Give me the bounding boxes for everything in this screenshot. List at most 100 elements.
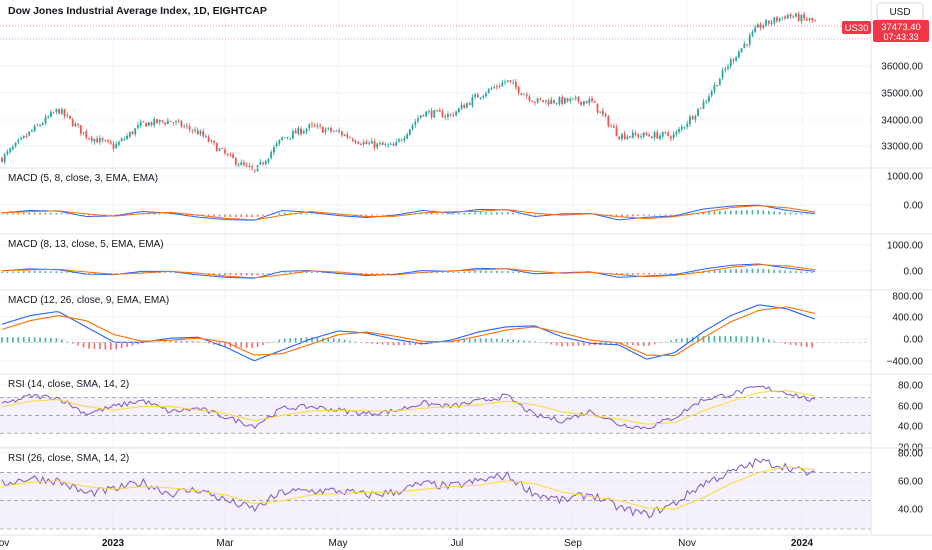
candle-body (131, 131, 134, 135)
candle-body (493, 86, 496, 88)
candle-body (664, 131, 667, 133)
candle-body (732, 59, 735, 61)
price-tick-label: 34000.00 (881, 116, 923, 127)
macd-fast-hist-bar (387, 214, 389, 216)
macd-slow-hist-bar (88, 342, 90, 349)
macd-mid-hist-bar (398, 273, 400, 274)
last-price: 37473.40 (881, 22, 921, 33)
candle-body (259, 161, 262, 165)
candle-body (126, 135, 128, 139)
candle-body (63, 109, 66, 116)
macd-fast-hist-bar (490, 212, 493, 215)
candle-body (368, 143, 370, 145)
macd-fast-hist-bar (289, 212, 292, 215)
candle-body (762, 25, 765, 28)
candle-body (120, 138, 123, 142)
candle-body (172, 122, 175, 124)
candle-body (626, 136, 629, 140)
macd-mid-hist-bar (479, 270, 482, 273)
candle-body (300, 128, 302, 135)
candle-body (743, 44, 746, 48)
macd-mid-hist-bar (175, 272, 177, 274)
macd-slow-hist-bar (109, 342, 112, 350)
macd-mid-hist-bar (120, 273, 123, 274)
candle-body (792, 16, 795, 18)
x-label-4: Jul (451, 538, 464, 549)
macd-mid-hist-bar (251, 273, 253, 276)
price-tick-label: 60.00 (898, 402, 923, 413)
currency-label[interactable]: USD (889, 7, 910, 18)
price-axis[interactable]: 36000.00 35000.00 34000.00 33000.00 1000.00 0… (870, 0, 932, 535)
macd-slow-hist-bar (757, 336, 759, 343)
candle-body (716, 84, 719, 86)
macd-fast-hist-bar (17, 213, 20, 215)
candle-body (612, 126, 615, 128)
macd-slow-hist-bar (39, 337, 41, 343)
macd-mid-hist-bar (642, 273, 645, 275)
macd-slow-hist-bar (61, 339, 63, 343)
macd-fast-hist-bar (311, 213, 313, 215)
macd-mid-hist-bar (724, 269, 727, 273)
macd-fast-hist-bar (441, 213, 444, 215)
time-axis[interactable]: ov 2023 Mar May Jul Sep Nov 2024 (0, 534, 932, 549)
candle-body (109, 141, 112, 144)
macd-fast-hist-bar (452, 213, 455, 215)
candle-body (205, 136, 207, 137)
candle-body (360, 144, 362, 145)
macd-mid-line (1, 263, 816, 279)
candle-body (232, 154, 235, 159)
macd-mid-hist-bar (39, 271, 41, 273)
macd-slow-hist-bar (697, 336, 699, 343)
macd-mid-hist-bar (512, 271, 514, 273)
candle-body (376, 143, 379, 148)
pane-label: MACD (8, 13, close, 5, EMA, EMA) (8, 239, 164, 250)
candle-body (47, 116, 50, 118)
macd-fast-hist-bar (762, 210, 765, 215)
price-badge: US30 37473.40 07:43:33 (842, 20, 929, 42)
price-tick-label: 0.00 (904, 267, 924, 278)
macd-slow-hist-bar (142, 342, 145, 344)
macd-slow-hist-bar (751, 336, 754, 343)
candle-body (82, 132, 85, 133)
candle-body (615, 127, 618, 137)
macd-mid-hist-bar (474, 270, 476, 273)
macd-slow-hist-bar (615, 342, 618, 345)
macd-slow-hist-bar (572, 342, 574, 347)
macd-mid-hist-bar (33, 271, 36, 273)
price-axis-bg (871, 0, 932, 535)
candle-body (262, 162, 264, 165)
macd-mid-hist-bar (436, 272, 438, 273)
macd-fast-hist-bar (713, 211, 716, 215)
macd-slow-hist-bar (577, 342, 580, 346)
macd-mid-hist-bar (322, 272, 324, 273)
candle-body (814, 20, 816, 22)
macd-fast-hist-bar (811, 213, 814, 215)
candle-body (321, 126, 324, 133)
candle-body (36, 124, 39, 126)
candle-body (634, 132, 637, 135)
macd-slow-hist-bar (735, 336, 737, 343)
candle-body (748, 35, 751, 45)
macd-fast-hist-bar (360, 214, 362, 216)
macd-mid-hist-bar (811, 272, 814, 273)
macd-slow-hist-bar (22, 337, 25, 343)
macd-slow-hist-bar (148, 342, 150, 343)
macd-fast-hist-bar (800, 213, 803, 215)
candle-body (697, 108, 699, 116)
candle-body (343, 134, 346, 136)
candle-body (349, 137, 351, 139)
candle-body (631, 132, 634, 138)
macd-slow-hist-bar (311, 337, 313, 343)
candle-body (118, 141, 120, 145)
candle-body (39, 125, 41, 126)
macd-slow-hist-bar (686, 337, 689, 343)
macd-mid-hist-bar (632, 273, 634, 275)
macd-mid-hist-bar (729, 269, 732, 273)
macd-mid-hist-bar (262, 273, 264, 275)
macd-slow-hist-bar (719, 336, 721, 343)
macd-mid-hist-bar (784, 270, 786, 273)
candle-body (427, 111, 430, 112)
candle-body (297, 128, 300, 135)
candle-body (447, 114, 449, 117)
